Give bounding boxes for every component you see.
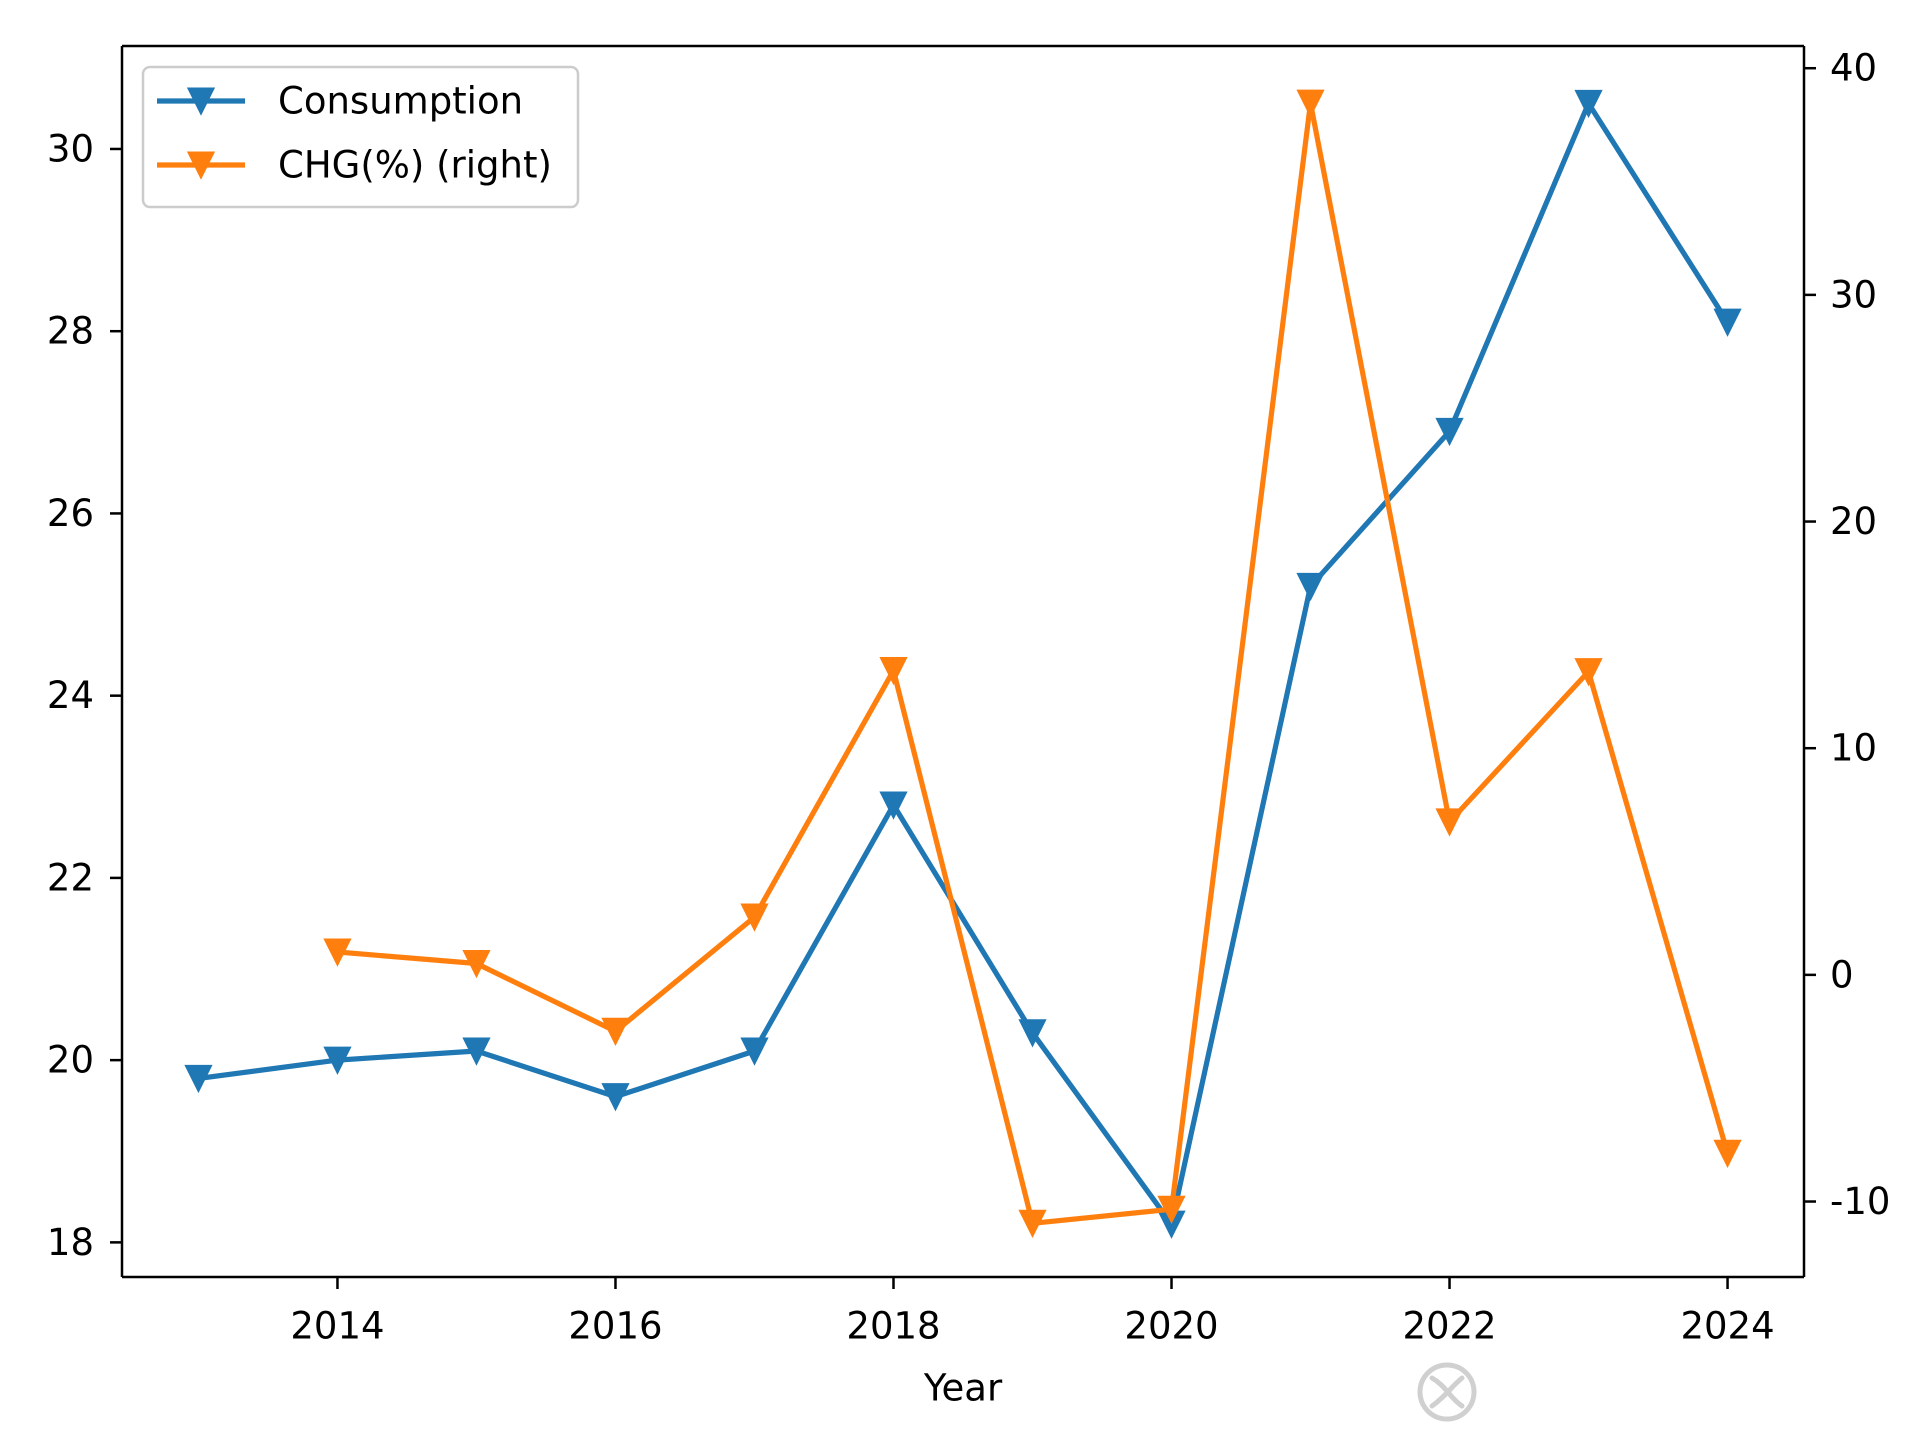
y-right-tick-label-10: 10 <box>1830 727 1877 770</box>
y-left-tick-label-18: 18 <box>47 1221 94 1264</box>
x-axis-label: Year <box>923 1367 1003 1410</box>
y-left-tick-label-24: 24 <box>47 674 94 717</box>
legend-box <box>141 65 580 209</box>
chg-marker-2018 <box>879 656 908 686</box>
chg-marker-2022 <box>1435 808 1464 837</box>
x-tick-label-2014: 2014 <box>290 1305 384 1348</box>
x-tick-label-2024: 2024 <box>1680 1305 1774 1348</box>
axes-layer: 2014 2016 2018 2020 2022 202418202224262830-1… <box>47 44 1890 1410</box>
xueqiu-logo-icon <box>1417 1362 1477 1422</box>
consumption-marker-2013 <box>184 1064 213 1094</box>
plot-area <box>122 46 1804 1277</box>
y-left-tick-label-28: 28 <box>47 310 94 353</box>
y-right-tick-label--10: -10 <box>1830 1180 1890 1223</box>
legend-marker-chg <box>186 151 216 180</box>
y-left-tick-label-26: 26 <box>47 492 94 535</box>
x-tick-label-2016: 2016 <box>568 1305 662 1348</box>
xueqiu-logo-swirl <box>1429 1375 1465 1409</box>
chg-marker-2017 <box>740 903 769 932</box>
chg-series <box>323 89 1742 1239</box>
consumption-series <box>184 89 1742 1239</box>
legend-label-consumption: Consumption <box>278 80 523 123</box>
y-left-tick-label-22: 22 <box>47 856 94 899</box>
consumption-marker-2015 <box>462 1037 491 1066</box>
watermark <box>1417 1362 1477 1422</box>
series-layer <box>184 89 1742 1239</box>
chg-marker-2014 <box>323 938 352 967</box>
legend-marker-consumption <box>186 87 216 116</box>
y-right-tick-label-20: 20 <box>1830 500 1877 543</box>
chg-marker-2015 <box>462 950 491 979</box>
y-right-tick-label-40: 40 <box>1830 47 1877 90</box>
y-right-tick-label-0: 0 <box>1830 953 1854 996</box>
consumption-marker-2014 <box>323 1046 352 1075</box>
y-left-tick-label-20: 20 <box>47 1039 94 1082</box>
x-tick-label-2018: 2018 <box>846 1305 940 1348</box>
consumption-marker-2016 <box>601 1083 630 1112</box>
consumption-line <box>195 100 1732 1227</box>
consumption-marker-2018 <box>879 791 908 820</box>
xueqiu-logo-ring <box>1417 1362 1477 1422</box>
y-left-tick-label-30: 30 <box>47 127 94 170</box>
legend-item-chg: CHG(%) (right) <box>157 144 552 187</box>
chg-marker-2021 <box>1296 89 1325 118</box>
x-tick-label-2020: 2020 <box>1124 1305 1218 1348</box>
chg-marker-2023 <box>1574 658 1603 687</box>
consumption-marker-2022 <box>1435 417 1464 447</box>
consumption-marker-2019 <box>1018 1019 1047 1048</box>
chg-marker-2020 <box>1157 1195 1186 1224</box>
legend-item-consumption: Consumption <box>157 80 523 123</box>
legend: Consumption CHG(%) (right) <box>141 65 580 209</box>
x-tick-label-2022: 2022 <box>1402 1305 1496 1348</box>
consumption-marker-2017 <box>740 1037 769 1066</box>
chg-marker-2016 <box>601 1017 630 1047</box>
chg-marker-2024 <box>1713 1139 1742 1168</box>
consumption-marker-2021 <box>1296 572 1325 602</box>
chg-marker-2019 <box>1018 1209 1047 1239</box>
legend-label-chg: CHG(%) (right) <box>278 144 552 187</box>
y-right-tick-label-30: 30 <box>1830 273 1877 316</box>
consumption-marker-2024 <box>1713 308 1742 337</box>
plot-layer <box>122 46 1804 1277</box>
consumption-marker-2023 <box>1574 89 1603 119</box>
